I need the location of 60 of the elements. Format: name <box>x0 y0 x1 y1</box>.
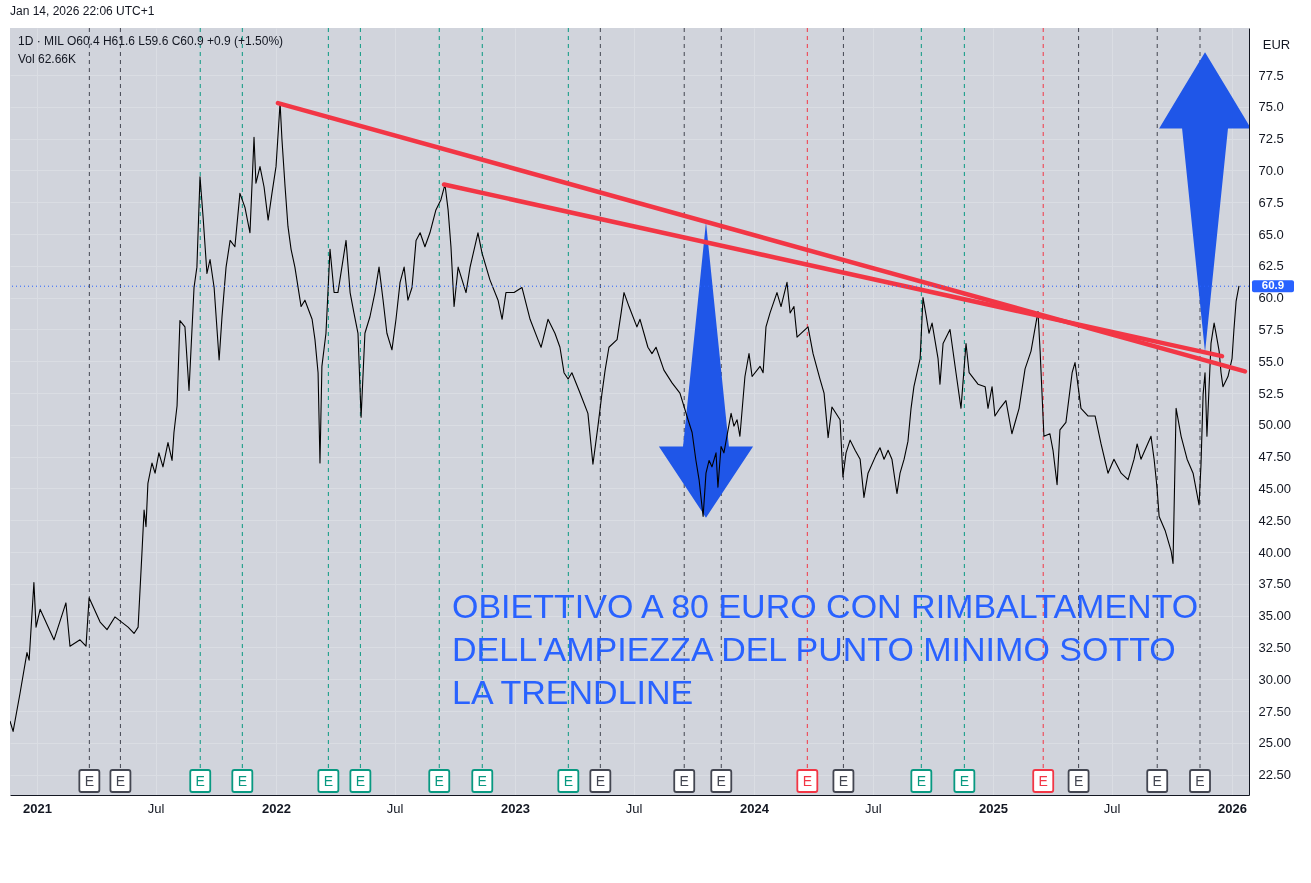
x-tick-label: 2022 <box>262 800 291 816</box>
x-tick-label: Jul <box>625 800 643 816</box>
ref-line-label: E <box>838 773 849 789</box>
y-tick-label: 30.00 <box>1258 671 1292 687</box>
ref-line-label: E <box>355 773 366 789</box>
y-tick-label: 57.5 <box>1258 321 1284 337</box>
ref-line-label: E <box>1038 773 1048 789</box>
y-tick-label: 40.00 <box>1258 544 1292 560</box>
ref-line-label: E <box>1152 773 1162 789</box>
annotation: Vol 62.66K <box>18 52 77 66</box>
chart-title: Jan 14, 2026 22:06 UTC+1 <box>10 4 155 18</box>
ref-line-label: E <box>802 773 812 789</box>
y-tick-label: 77.5 <box>1258 67 1284 83</box>
y-axis-title: EUR <box>1262 36 1291 52</box>
y-tick-label: 45.00 <box>1258 480 1292 496</box>
ref-line-label: E <box>916 773 926 789</box>
ref-line-label: E <box>434 773 444 789</box>
ref-line-label: E <box>115 773 126 789</box>
ref-line-label: E <box>679 773 689 789</box>
ref-line-label: E <box>716 773 726 789</box>
ref-line-label: E <box>1195 773 1205 789</box>
x-tick-label: 2026 <box>1218 800 1247 816</box>
x-tick-label: Jul <box>1103 800 1121 816</box>
x-tick-label: 2023 <box>501 800 530 816</box>
y-tick-label: 42.50 <box>1258 512 1292 528</box>
ref-line-label: E <box>84 773 95 789</box>
x-tick-label: Jul <box>147 800 165 816</box>
ref-line-label: E <box>595 773 606 789</box>
ref-line-label: E <box>1073 773 1084 789</box>
ref-line-label: E <box>477 773 487 789</box>
y-tick-label: 55.0 <box>1258 353 1284 369</box>
y-tick-label: 67.5 <box>1258 194 1284 210</box>
y-tick-label: 27.50 <box>1258 703 1292 719</box>
y-tick-label: 65.0 <box>1258 226 1284 242</box>
x-tick-label: Jul <box>864 800 882 816</box>
y-tick-label: 62.5 <box>1258 258 1284 274</box>
y-tick-label: 32.50 <box>1258 639 1292 655</box>
ref-line-label: E <box>237 773 247 789</box>
y-tick-label: 72.5 <box>1258 131 1284 147</box>
y-tick-label: 70.0 <box>1258 162 1284 178</box>
ref-line-label: E <box>959 773 970 789</box>
y-tick-label: 52.5 <box>1258 385 1284 401</box>
y-tick-label: 35.00 <box>1258 608 1292 624</box>
ref-line-label: E <box>323 773 334 789</box>
ref-line-label: E <box>195 773 205 789</box>
annotation: OBIETTIVO A 80 EURO CON RIMBALTAMENTO DELL'AMPIEZZA DEL PUNTO MINIMO SOTTO LA TRENDLINE <box>452 587 1199 711</box>
x-tick-label: 2025 <box>979 800 1008 816</box>
ref-line-label: E <box>563 773 573 789</box>
x-tick-label: 2024 <box>740 800 770 816</box>
y-tick-label: 37.50 <box>1258 576 1292 592</box>
x-tick-label: Jul <box>386 800 404 816</box>
y-tick-label: 25.00 <box>1258 735 1292 751</box>
y-tick-label: 47.50 <box>1258 449 1292 465</box>
y-tick-label: 60.0 <box>1258 290 1284 306</box>
ref-line-label: 60.9 <box>1261 279 1285 292</box>
x-tick-label: 2021 <box>23 800 52 816</box>
y-tick-label: 50.00 <box>1258 417 1292 433</box>
y-tick-label: 22.50 <box>1258 767 1292 783</box>
text: 1D · MIL O60.4 H61.6 L59.6 C60.9 +0.9 (+1.50%) <box>18 34 284 48</box>
y-tick-label: 75.0 <box>1258 99 1284 115</box>
